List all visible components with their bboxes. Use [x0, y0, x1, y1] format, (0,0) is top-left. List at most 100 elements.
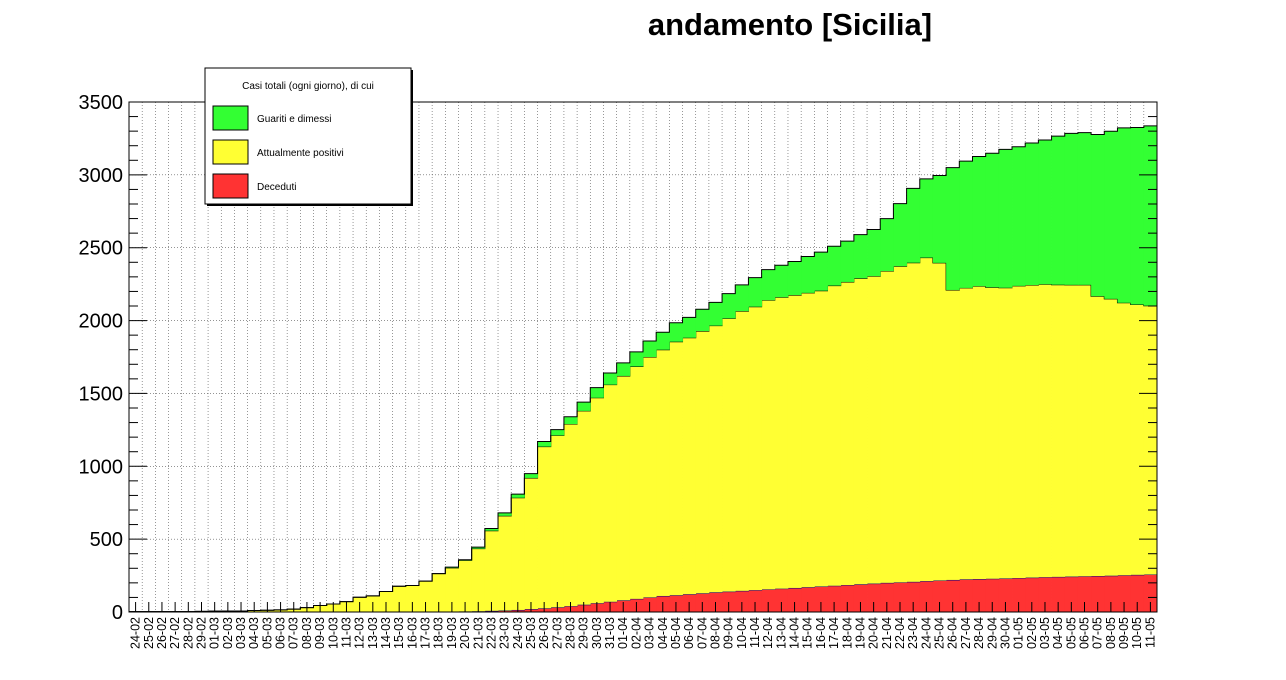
area-bin [471, 548, 486, 612]
x-tick-label: 13-03 [366, 617, 380, 649]
area-bin [998, 578, 1013, 612]
area-bin [946, 579, 960, 612]
y-tick-label: 1500 [79, 383, 124, 405]
area-bin [959, 161, 973, 288]
area-bin [1091, 576, 1105, 612]
x-tick-label: 21-03 [471, 617, 485, 649]
x-tick-label: 06-05 [1078, 617, 1092, 649]
area-bin [550, 429, 565, 436]
area-bin [735, 284, 749, 312]
x-tick-label: 05-04 [669, 617, 683, 649]
area-bin [814, 252, 828, 291]
legend-label: Deceduti [257, 182, 296, 193]
x-tick-label: 04-05 [1051, 617, 1065, 649]
stacked-area-layer [129, 125, 1158, 613]
area-bin [722, 591, 736, 612]
area-bin [761, 589, 776, 612]
area-bin [880, 271, 894, 583]
area-bin [1038, 577, 1052, 612]
area-bin [1091, 296, 1105, 577]
area-bin [972, 286, 987, 580]
area-bin [735, 311, 749, 591]
area-bin [563, 424, 578, 607]
area-bin [774, 588, 789, 612]
area-bin [511, 494, 525, 498]
area-bin [498, 515, 512, 611]
legend-swatch [212, 105, 249, 131]
x-tick-label: 07-03 [287, 617, 301, 649]
area-bin [959, 579, 973, 612]
area-bin [1117, 127, 1132, 303]
area-bin [669, 322, 683, 342]
x-tick-label: 02-05 [1025, 617, 1039, 649]
y-tick-label: 3500 [79, 92, 124, 114]
x-tick-label: 17-03 [419, 617, 433, 649]
x-tick-label: 01-03 [208, 617, 222, 649]
area-bin [1104, 131, 1118, 299]
x-tick-label: 23-04 [906, 617, 920, 649]
x-tick-label: 29-04 [985, 617, 999, 649]
x-tick-label: 05-03 [260, 617, 274, 649]
x-tick-label: 27-04 [959, 617, 973, 649]
area-bin [603, 384, 618, 602]
area-bin [1038, 284, 1052, 578]
area-bin [537, 441, 552, 447]
area-bin [801, 292, 815, 588]
x-tick-label: 26-03 [537, 617, 551, 649]
x-tick-label: 08-04 [708, 617, 722, 649]
x-tick-label: 19-04 [853, 617, 867, 649]
area-bin [814, 290, 828, 587]
area-bin [590, 387, 604, 398]
area-bin [814, 586, 828, 612]
y-tick-label: 0 [112, 602, 123, 624]
area-bin [893, 582, 907, 612]
x-tick-label: 22-04 [893, 617, 907, 649]
area-bin [471, 547, 486, 549]
x-tick-label: 17-04 [827, 617, 841, 649]
area-bin [1091, 134, 1105, 297]
x-tick-label: 06-03 [274, 617, 288, 649]
area-bin [1077, 576, 1092, 612]
x-tick-label: 11-05 [1143, 617, 1157, 648]
x-tick-label: 10-04 [735, 617, 749, 649]
area-bin [853, 278, 868, 585]
area-bin [722, 318, 736, 592]
x-tick-label: 24-03 [511, 617, 525, 649]
area-bin [1051, 576, 1066, 612]
area-bin [880, 218, 894, 272]
area-bin [827, 585, 842, 612]
x-tick-label: 22-03 [484, 617, 498, 649]
area-bin [1012, 146, 1026, 286]
area-bin [616, 362, 631, 376]
x-tick-label: 05-05 [1064, 617, 1078, 649]
area-bin [524, 473, 538, 478]
x-tick-label: 13-04 [774, 617, 788, 649]
x-tick-label: 23-03 [498, 617, 512, 649]
x-tick-label: 09-04 [722, 617, 736, 649]
x-tick-label: 26-02 [155, 617, 169, 649]
area-bin [695, 309, 710, 332]
area-bin [919, 581, 934, 612]
x-tick-label: 25-04 [933, 617, 947, 649]
area-bin [998, 149, 1013, 288]
area-bin [563, 416, 578, 425]
area-bin [761, 300, 776, 590]
area-bin [774, 265, 789, 298]
area-bin [946, 167, 960, 290]
area-bin [537, 446, 552, 609]
area-bin [985, 578, 1000, 612]
plot-frame [128, 101, 1158, 613]
x-tick-label: 07-05 [1091, 617, 1105, 649]
area-bin [932, 580, 947, 612]
x-tick-label: 25-02 [142, 617, 156, 649]
x-tick-label: 31-03 [603, 617, 617, 649]
area-bin [682, 337, 697, 595]
x-tick-label: 04-03 [247, 617, 261, 649]
area-bin [1104, 575, 1118, 612]
series-outline [129, 125, 1157, 613]
x-tick-label: 16-04 [814, 617, 828, 649]
area-bin [906, 581, 921, 612]
area-bin [656, 332, 670, 350]
x-tick-label: 28-02 [181, 617, 195, 649]
